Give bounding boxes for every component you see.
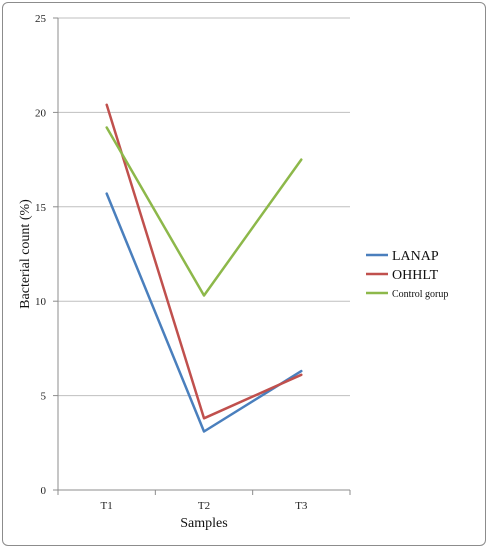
axes bbox=[53, 17, 351, 495]
chart-frame bbox=[2, 2, 486, 546]
y-tick-label: 20 bbox=[35, 107, 47, 119]
y-tick-label: 25 bbox=[35, 13, 47, 25]
x-tick-label-t1: T1 bbox=[101, 500, 113, 512]
x-tick-label-t3: T3 bbox=[295, 500, 308, 512]
y-tick-label: 15 bbox=[35, 202, 47, 214]
series-line-ohhlt bbox=[105, 103, 303, 420]
series-line-lanap bbox=[105, 192, 303, 433]
gridlines bbox=[58, 17, 350, 397]
y-tick-labels: 0 5 10 15 20 25 bbox=[35, 13, 47, 497]
legend-label-lanap: LANAP bbox=[392, 249, 439, 264]
y-axis-title: Bacterial count (%) bbox=[18, 199, 33, 309]
y-tick-label: 10 bbox=[35, 296, 47, 308]
x-axis-title: Samples bbox=[180, 516, 227, 531]
x-tick-label-t2: T2 bbox=[198, 500, 210, 512]
x-tick-labels: T1 T2 T3 bbox=[101, 500, 308, 512]
y-tick-label: 0 bbox=[41, 485, 47, 497]
legend-label-ohhlt: OHHLT bbox=[392, 268, 439, 283]
legend-label-control-gorup: Control gorup bbox=[392, 289, 448, 300]
y-tick-label: 5 bbox=[41, 391, 47, 403]
legend: LANAP OHHLT Control gorup bbox=[366, 249, 448, 300]
series-line-control-gorup bbox=[105, 126, 303, 297]
series-lines bbox=[105, 103, 303, 433]
